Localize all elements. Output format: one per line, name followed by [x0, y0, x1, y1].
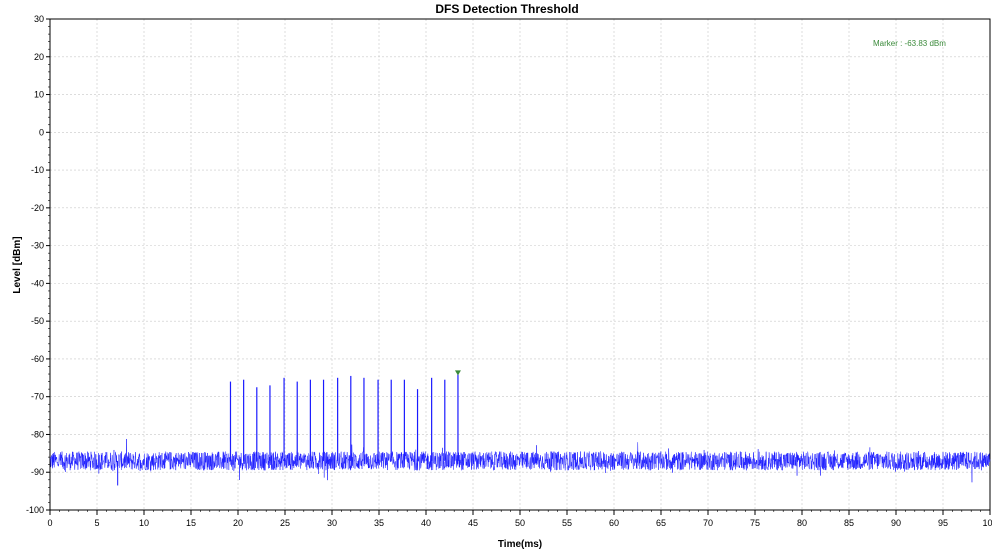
x-tick-label: 5	[94, 518, 99, 528]
x-axis-label: Time(ms)	[498, 539, 542, 550]
y-tick-label: -60	[31, 354, 44, 364]
y-tick-label: -100	[26, 505, 44, 515]
x-tick-label: 100	[982, 518, 992, 528]
series-layer	[49, 373, 991, 486]
x-tick-label: 10	[139, 518, 149, 528]
y-tick-label: -50	[31, 316, 44, 326]
y-tick-label: 0	[39, 127, 44, 137]
x-tick-label: 45	[468, 518, 478, 528]
x-tick-label: 15	[186, 518, 196, 528]
y-tick-label: -80	[31, 429, 44, 439]
x-axis: 0 5 10 15 20 25 30 35 40 45 50 55 60 65 70 75 80 85 90 95 10…	[47, 510, 992, 528]
y-tick-label: -10	[31, 165, 44, 175]
x-tick-label: 20	[233, 518, 243, 528]
y-axis-label: Level [dBm]	[12, 236, 23, 293]
x-tick-label: 25	[280, 518, 290, 528]
x-tick-label: 35	[374, 518, 384, 528]
x-tick-label: 85	[844, 518, 854, 528]
x-tick-label: 70	[703, 518, 713, 528]
x-tick-label: 90	[891, 518, 901, 528]
y-tick-label: 20	[34, 52, 44, 62]
marker-layer	[454, 370, 461, 376]
chart-title: DFS Detection Threshold	[435, 2, 578, 16]
y-tick-label: -30	[31, 241, 44, 251]
y-axis: 30 20 10 0 -10 -20 -30 -40 -50 -60 -70 -80 -90 -100	[26, 14, 50, 515]
x-tick-label: 80	[797, 518, 807, 528]
y-tick-label: -70	[31, 392, 44, 402]
x-tick-label: 40	[421, 518, 431, 528]
y-tick-label: 10	[34, 90, 44, 100]
y-tick-label: -90	[31, 467, 44, 477]
grid	[50, 19, 990, 510]
x-tick-label: 50	[515, 518, 525, 528]
y-tick-label: -20	[31, 203, 44, 213]
noise-trace	[49, 438, 991, 483]
x-tick-label: 60	[609, 518, 619, 528]
x-tick-label: 30	[327, 518, 337, 528]
x-tick-label: 0	[47, 518, 52, 528]
x-tick-label: 95	[938, 518, 948, 528]
x-tick-label: 75	[750, 518, 760, 528]
marker-triangle	[454, 370, 461, 376]
x-tick-label: 65	[656, 518, 666, 528]
x-tick-label: 55	[562, 518, 572, 528]
y-tick-label: 30	[34, 14, 44, 24]
marker-label: Marker : -63.83 dBm	[873, 39, 946, 48]
y-tick-label: -40	[31, 278, 44, 288]
